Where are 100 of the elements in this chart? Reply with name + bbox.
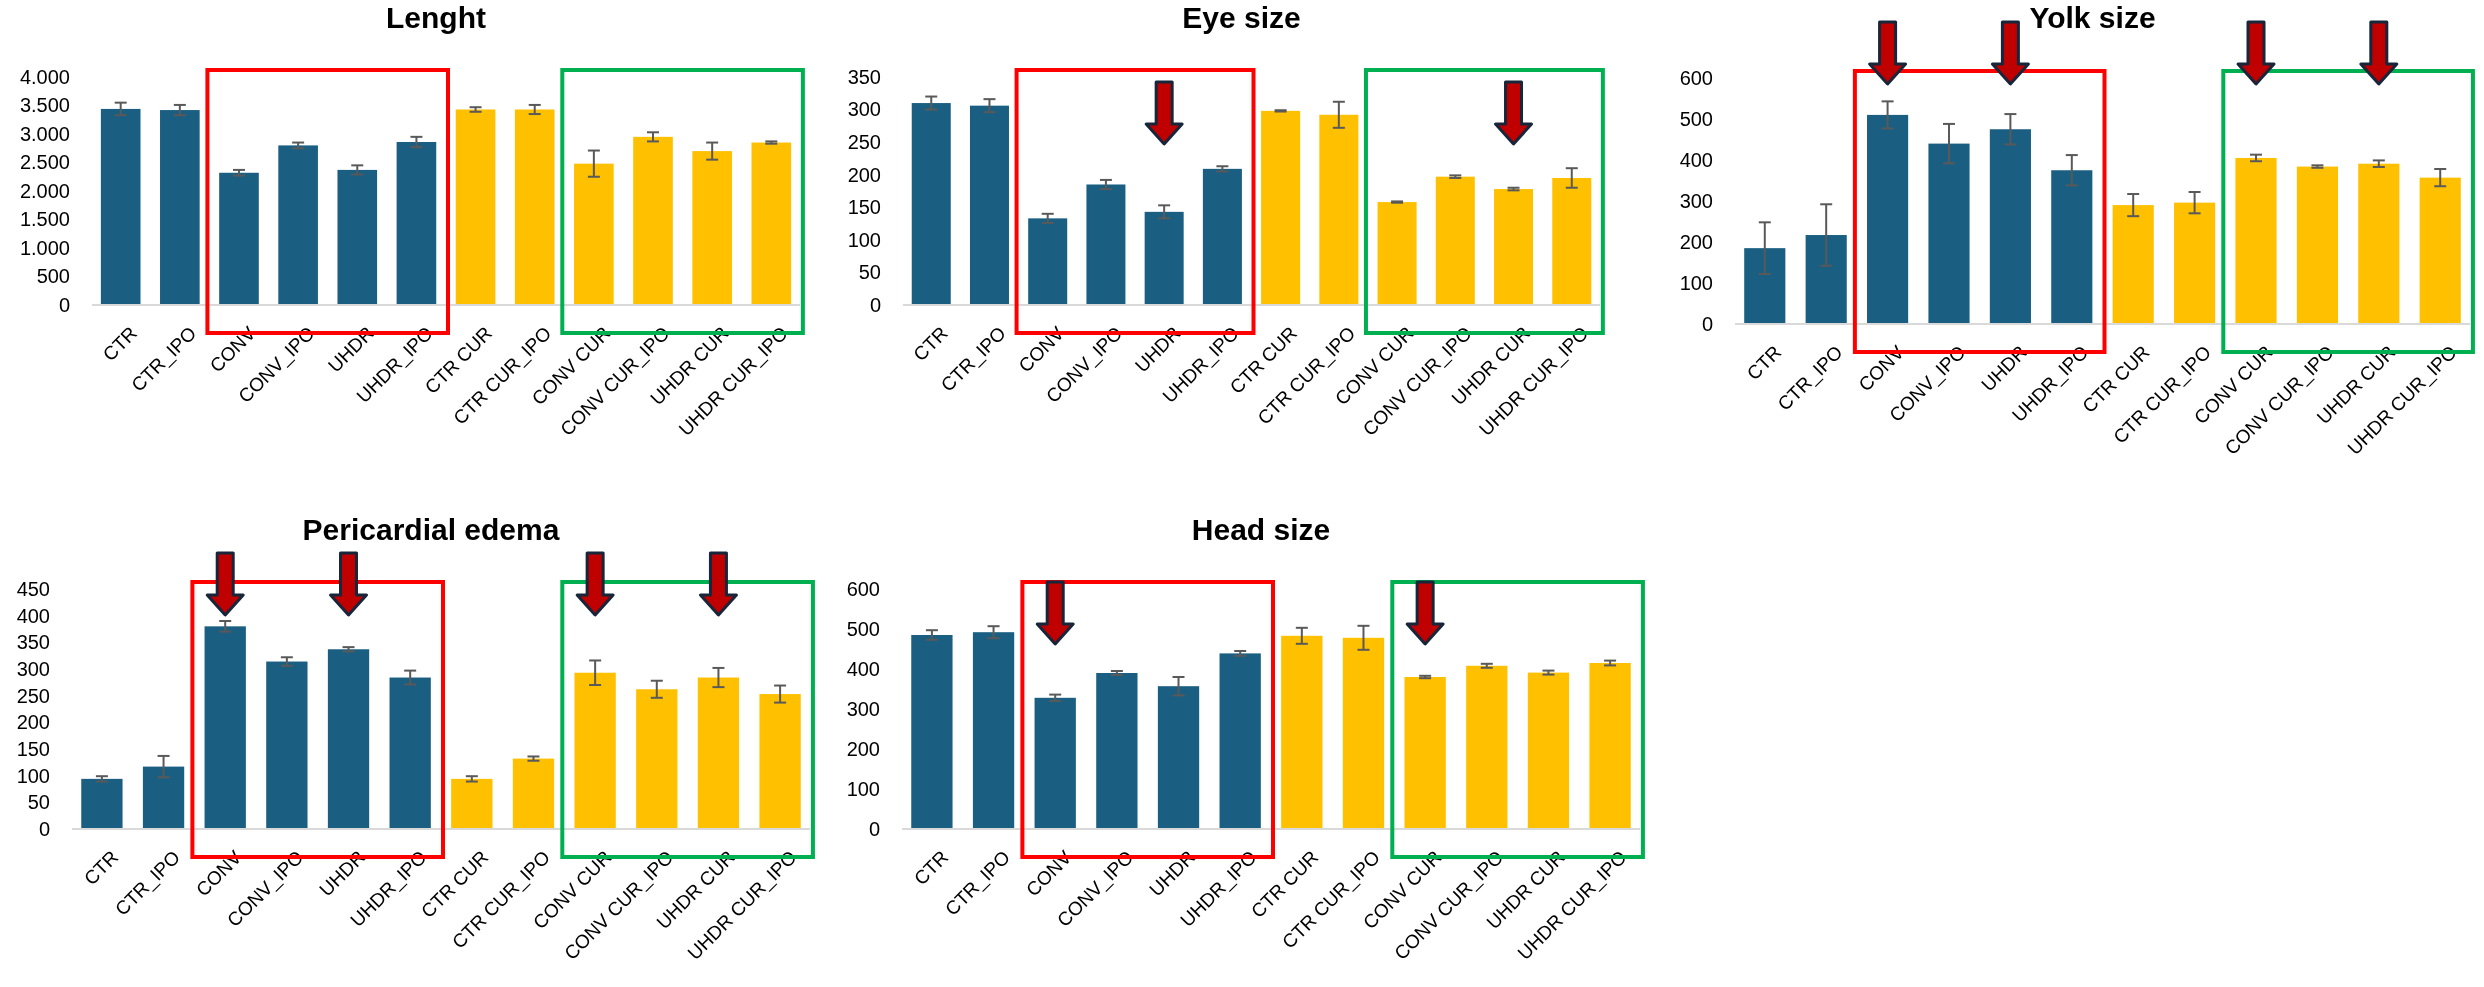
bar (751, 142, 792, 305)
bar (636, 689, 678, 829)
bar (2358, 163, 2400, 324)
y-tick-label: 450 (16, 577, 50, 600)
bar (1319, 114, 1359, 305)
y-tick-label: 100 (16, 764, 50, 787)
y-tick-label: 100 (846, 777, 880, 800)
y-tick-label: 100 (847, 228, 881, 251)
y-tick-label: 250 (16, 684, 50, 707)
bar (969, 105, 1009, 305)
bar (911, 103, 951, 305)
y-tick-label: 50 (858, 261, 881, 284)
bar (2051, 170, 2093, 324)
chart-title: Yolk size (2029, 1, 2156, 34)
y-tick-label: 0 (38, 817, 50, 840)
bar (1096, 673, 1138, 829)
bar (1527, 672, 1570, 829)
y-tick-label: 300 (16, 657, 50, 680)
bar (1261, 110, 1301, 305)
bar (1086, 184, 1126, 305)
bar (1144, 211, 1184, 305)
bar (2235, 157, 2277, 324)
y-tick-label: 3.500 (19, 94, 70, 117)
y-tick-label: 300 (847, 98, 881, 121)
y-tick-label: 1.500 (19, 208, 70, 231)
bar (574, 672, 616, 829)
y-tick-label: 2.000 (19, 179, 70, 202)
bar (204, 626, 246, 829)
bar (512, 758, 555, 829)
y-tick-label: 0 (869, 293, 881, 316)
chart-title: Lenght (386, 1, 486, 34)
bar (514, 109, 555, 305)
bar (2112, 205, 2154, 324)
y-tick-label: 2.500 (19, 151, 70, 174)
bar (1281, 635, 1323, 829)
y-tick-label: 200 (847, 163, 881, 186)
bar (692, 151, 732, 305)
y-tick-label: 300 (1679, 189, 1713, 212)
y-tick-label: 600 (1679, 66, 1713, 89)
bar (1867, 114, 1909, 324)
y-tick-label: 250 (847, 131, 881, 154)
bar (1435, 176, 1475, 305)
bar (972, 632, 1015, 829)
bar (337, 169, 378, 305)
y-tick-label: 1.000 (19, 236, 70, 259)
y-tick-label: 300 (846, 697, 880, 720)
bar (389, 677, 431, 829)
y-tick-label: 0 (1701, 312, 1713, 335)
y-tick-label: 350 (847, 65, 881, 88)
y-tick-label: 200 (16, 711, 50, 734)
bar (697, 677, 740, 829)
bar (2419, 177, 2461, 324)
bar (1034, 697, 1076, 829)
bar (219, 172, 259, 305)
bar (1377, 202, 1417, 305)
bar (574, 163, 614, 305)
bar (1805, 235, 1847, 324)
chart-title: Head size (1191, 513, 1331, 546)
y-tick-label: 400 (846, 657, 880, 680)
bar (1744, 248, 1786, 324)
y-tick-label: 400 (16, 604, 50, 627)
bar (1028, 218, 1068, 305)
bar (142, 766, 185, 829)
bar (451, 778, 493, 829)
bar (759, 694, 801, 829)
bar (1989, 129, 2031, 324)
bar (278, 145, 318, 305)
bar (160, 110, 200, 305)
bar (396, 141, 437, 305)
y-tick-label: 500 (36, 265, 70, 288)
y-tick-label: 350 (16, 631, 50, 654)
bar (1342, 637, 1385, 829)
y-tick-label: 200 (1679, 230, 1713, 253)
y-tick-label: 0 (868, 817, 880, 840)
bar (633, 136, 673, 305)
bar (1589, 663, 1631, 829)
bar (1202, 168, 1242, 305)
chart-title: Pericardial edema (302, 513, 560, 546)
bar (327, 649, 370, 829)
y-tick-label: 0 (58, 293, 70, 316)
bar (1928, 143, 1970, 324)
bar (1404, 677, 1446, 829)
y-tick-label: 3.000 (19, 122, 70, 145)
y-tick-label: 4.000 (19, 65, 70, 88)
y-tick-label: 500 (1679, 107, 1713, 130)
bar (1466, 665, 1508, 829)
y-tick-label: 600 (846, 577, 880, 600)
y-tick-label: 500 (846, 617, 880, 640)
y-tick-label: 400 (1679, 148, 1713, 171)
bar (1552, 177, 1592, 305)
bar (1157, 686, 1200, 829)
bar (1494, 189, 1534, 305)
bar (1219, 653, 1261, 829)
y-tick-label: 200 (846, 737, 880, 760)
bar (81, 778, 123, 829)
bar (100, 108, 141, 305)
y-tick-label: 50 (27, 791, 50, 814)
bar (455, 109, 496, 305)
y-tick-label: 150 (847, 196, 881, 219)
y-tick-label: 100 (1679, 271, 1713, 294)
